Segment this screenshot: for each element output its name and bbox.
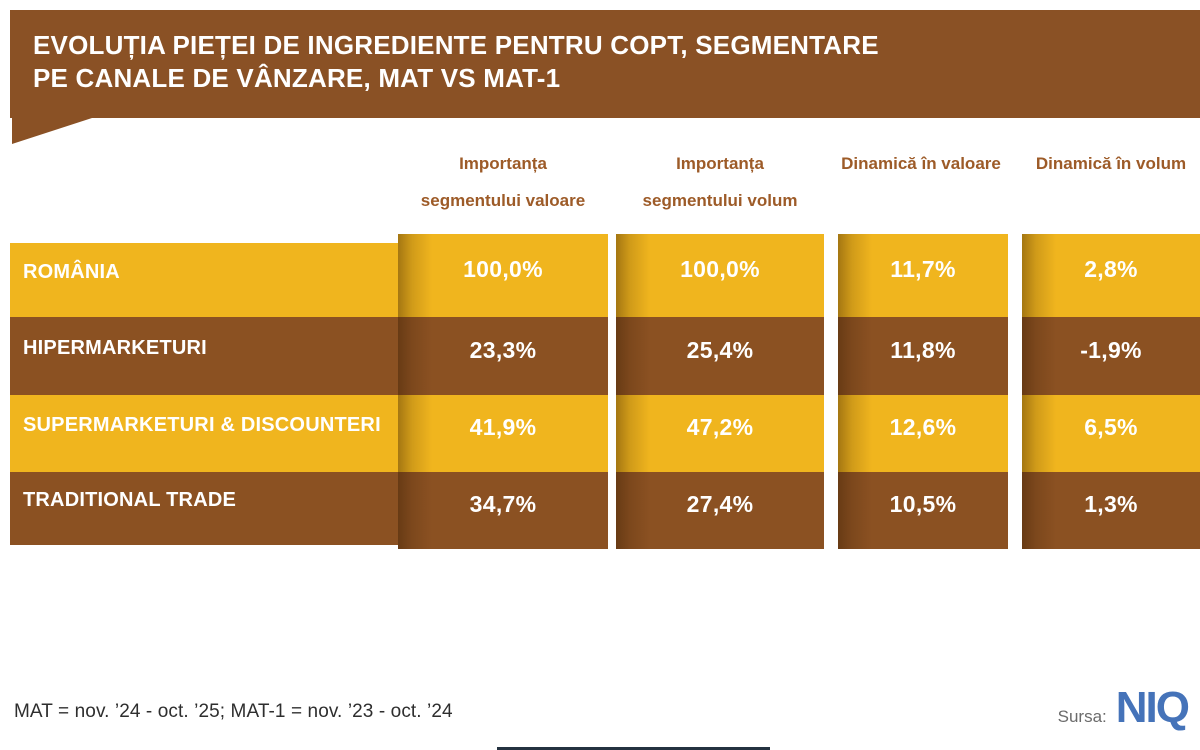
table-cell: 1,3% — [1022, 472, 1200, 549]
table-row-label-traditional-trade: TRADITIONAL TRADE — [10, 472, 398, 545]
value-column-importanta-volum: 100,0% 25,4% 47,2% 27,4% — [616, 234, 824, 549]
banner-tail — [12, 118, 92, 144]
source-label: Sursa: — [1057, 707, 1107, 726]
column-header-importanta-valoare: Importanța segmentului valoare — [393, 145, 613, 219]
column-header-dinamica-valoare: Dinamică în valoare — [811, 145, 1031, 182]
table-cell: 23,3% — [398, 317, 608, 395]
column-header-importanta-volum: Importanța segmentului volum — [610, 145, 830, 219]
table-cell: 11,7% — [838, 234, 1008, 317]
table-row-label-romania: ROMÂNIA — [10, 243, 398, 317]
table-cell: 10,5% — [838, 472, 1008, 549]
niq-logo: NIQ — [1115, 683, 1190, 732]
title-line-2: PE CANALE DE VÂNZARE, MAT VS MAT-1 — [33, 63, 561, 93]
table-row-label-supermarketuri: SUPERMARKETURI & DISCOUNTERI — [10, 395, 398, 472]
title-line-1: EVOLUȚIA PIEȚEI DE INGREDIENTE PENTRU CO… — [33, 30, 879, 60]
column-header-line: segmentului volum — [642, 191, 798, 210]
table-cell: 11,8% — [838, 317, 1008, 395]
value-column-dinamica-volum: 2,8% -1,9% 6,5% 1,3% — [1022, 234, 1200, 549]
table-cell: 100,0% — [398, 234, 608, 317]
source-attribution: Sursa: NIQ — [1057, 683, 1190, 732]
table-cell: 100,0% — [616, 234, 824, 317]
table-cell: 34,7% — [398, 472, 608, 549]
column-header-line: Dinamică în volum — [1035, 154, 1187, 173]
table-cell: 47,2% — [616, 395, 824, 472]
value-column-dinamica-valoare: 11,7% 11,8% 12,6% 10,5% — [838, 234, 1008, 549]
column-header-line: Dinamică în valoare — [841, 154, 1001, 173]
row-labels-column: ROMÂNIA HIPERMARKETURI SUPERMARKETURI & … — [10, 243, 398, 545]
bottom-decoration-bar — [497, 747, 770, 750]
table-cell: 2,8% — [1022, 234, 1200, 317]
column-header-line: Importanța — [459, 154, 547, 173]
data-table: ROMÂNIA HIPERMARKETURI SUPERMARKETURI & … — [10, 234, 1200, 549]
table-cell: 41,9% — [398, 395, 608, 472]
table-cell: 6,5% — [1022, 395, 1200, 472]
column-header-line: segmentului valoare — [420, 191, 586, 210]
value-column-importanta-valoare: 100,0% 23,3% 41,9% 34,7% — [398, 234, 608, 549]
column-header-dinamica-volum: Dinamică în volum — [1001, 145, 1200, 182]
table-row-label-hipermarketuri: HIPERMARKETURI — [10, 317, 398, 395]
table-cell: -1,9% — [1022, 317, 1200, 395]
column-header-line: Importanța — [676, 154, 764, 173]
table-cell: 12,6% — [838, 395, 1008, 472]
title-banner: EVOLUȚIA PIEȚEI DE INGREDIENTE PENTRU CO… — [10, 10, 1200, 118]
table-cell: 27,4% — [616, 472, 824, 549]
period-definition-note: MAT = nov. ’24 - oct. ’25; MAT-1 = nov. … — [14, 701, 453, 722]
table-cell: 25,4% — [616, 317, 824, 395]
